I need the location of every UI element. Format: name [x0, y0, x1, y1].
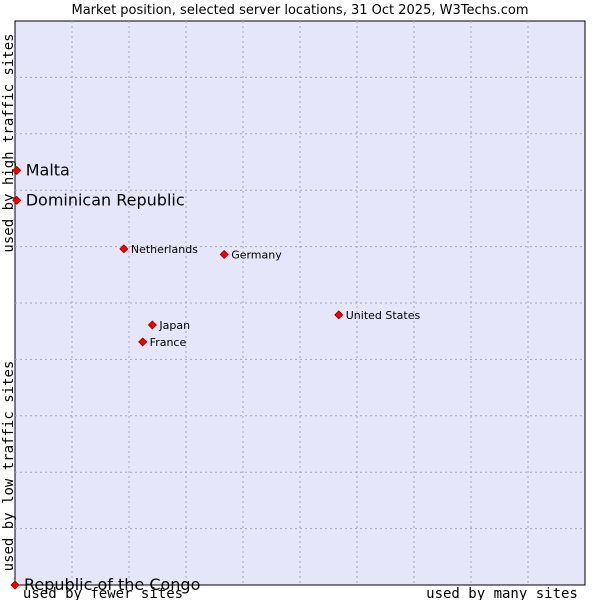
point-marker-netherlands [119, 244, 129, 254]
point-marker-united-states [334, 310, 344, 320]
point-marker-germany [219, 249, 229, 260]
x-axis-label-low: used by fewer sites [23, 586, 183, 600]
x-axis-label-high: used by many sites [426, 586, 578, 600]
grid-lines [15, 21, 585, 585]
point-label-france: France [150, 336, 187, 349]
point-label-malta: Malta [26, 160, 70, 179]
point-marker-republic-of-the-congo [10, 580, 20, 590]
point-marker-dominican-republic [12, 195, 22, 205]
y-axis-label-low: used by low traffic sites [1, 361, 17, 572]
point-marker-france [138, 337, 148, 347]
data-points: Malta Dominican Republic Netherlands German… [10, 160, 421, 594]
chart-title: Market position, selected server locatio… [71, 3, 528, 18]
point-label-japan: Japan [158, 319, 190, 332]
point-label-netherlands: Netherlands [131, 243, 198, 256]
point-label-united-states: United States [346, 309, 421, 322]
point-marker-japan [147, 320, 157, 330]
point-marker-malta [12, 165, 22, 176]
y-axis-label-high: used by high traffic sites [1, 33, 17, 252]
point-label-dominican-republic: Dominican Republic [26, 190, 185, 209]
point-label-republic-of-the-congo: Republic of the Congo [24, 575, 200, 594]
point-label-germany: Germany [231, 248, 282, 261]
